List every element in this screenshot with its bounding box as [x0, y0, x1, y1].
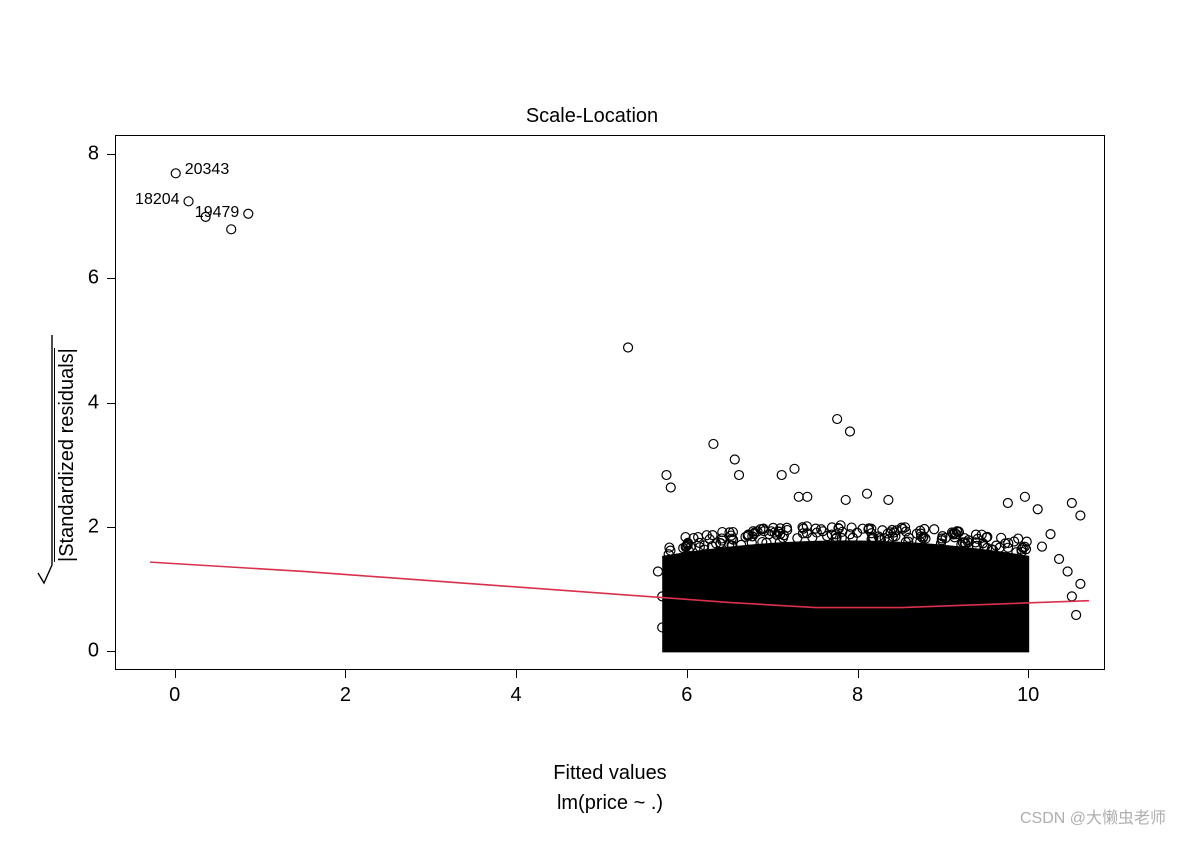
watermark-text: CSDN @大懒虫老师	[1020, 804, 1166, 828]
data-point	[227, 225, 236, 234]
data-point	[730, 455, 739, 464]
plot-svg	[116, 136, 1106, 671]
data-point	[863, 489, 872, 498]
data-point	[653, 567, 662, 576]
y-tick-label: 4	[77, 391, 99, 414]
model-formula-label: lm(price ~ .)	[115, 792, 1105, 815]
data-point	[1072, 611, 1081, 620]
data-point	[930, 525, 939, 534]
outlier-label: 19479	[195, 204, 240, 222]
x-tick-label: 8	[852, 684, 863, 707]
data-point	[803, 492, 812, 501]
x-tick-mark	[858, 670, 859, 678]
data-point	[777, 471, 786, 480]
x-tick-mark	[516, 670, 517, 678]
outlier-label: 20343	[185, 161, 230, 179]
data-point	[1076, 579, 1085, 588]
data-point	[1033, 505, 1042, 514]
x-tick-label: 4	[511, 684, 522, 707]
data-point	[794, 492, 803, 501]
data-point	[845, 427, 854, 436]
data-point	[1055, 555, 1064, 564]
y-tick-label: 8	[77, 142, 99, 165]
y-tick-mark	[107, 403, 115, 404]
data-point	[1020, 492, 1029, 501]
data-point	[244, 209, 253, 218]
outlier-label: 18204	[135, 191, 180, 209]
y-tick-label: 2	[77, 515, 99, 538]
data-point	[1067, 592, 1076, 601]
chart-container: Scale-Location |Standardized residuals| …	[0, 0, 1184, 846]
data-point	[1037, 542, 1046, 551]
x-axis-label: Fitted values	[115, 762, 1105, 785]
x-tick-label: 6	[681, 684, 692, 707]
data-point	[184, 197, 193, 206]
data-point	[662, 471, 671, 480]
data-point	[841, 495, 850, 504]
data-point	[793, 534, 802, 543]
y-axis-label: |Standardized residuals|	[54, 348, 79, 562]
data-point	[836, 521, 845, 530]
sqrt-symbol	[36, 565, 66, 820]
chart-title: Scale-Location	[0, 105, 1184, 128]
data-point	[171, 169, 180, 178]
data-point	[847, 523, 856, 532]
data-point	[790, 464, 799, 473]
data-point	[884, 495, 893, 504]
x-tick-mark	[1028, 670, 1029, 678]
data-point	[624, 343, 633, 352]
y-tick-label: 0	[77, 640, 99, 663]
y-tick-mark	[107, 651, 115, 652]
y-tick-mark	[107, 154, 115, 155]
y-tick-mark	[107, 527, 115, 528]
data-point	[1067, 499, 1076, 508]
data-point	[709, 439, 718, 448]
x-tick-mark	[175, 670, 176, 678]
x-tick-mark	[345, 670, 346, 678]
data-point	[666, 483, 675, 492]
data-point	[1046, 530, 1055, 539]
data-point	[735, 471, 744, 480]
x-tick-label: 0	[169, 684, 180, 707]
x-tick-label: 10	[1017, 684, 1039, 707]
y-tick-mark	[107, 278, 115, 279]
x-tick-mark	[687, 670, 688, 678]
dense-cloud-region	[662, 540, 1029, 652]
data-point	[1003, 499, 1012, 508]
x-tick-label: 2	[340, 684, 351, 707]
y-tick-label: 6	[77, 267, 99, 290]
plot-area	[115, 135, 1105, 670]
data-point	[1063, 567, 1072, 576]
data-point	[833, 415, 842, 424]
data-point	[1076, 511, 1085, 520]
